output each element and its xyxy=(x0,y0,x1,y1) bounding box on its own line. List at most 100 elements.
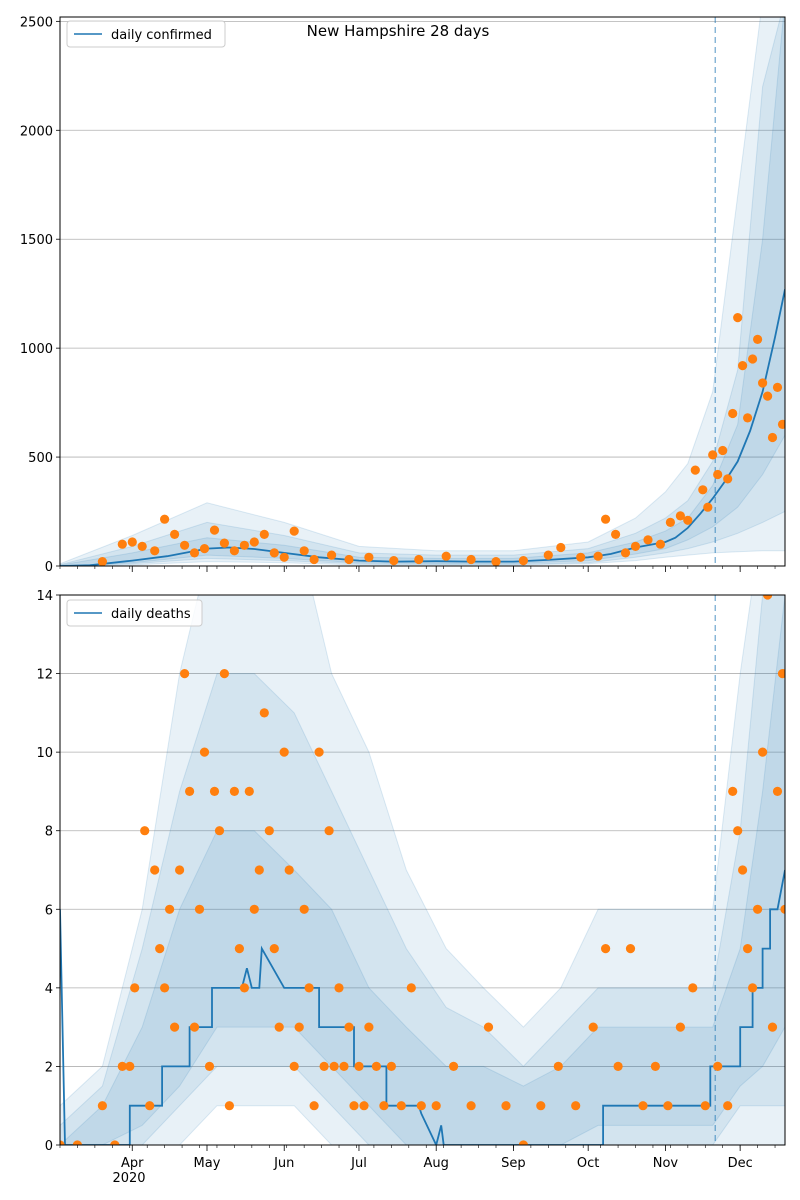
daily-confirmed-axes-frame xyxy=(59,16,786,567)
observed-point xyxy=(441,551,451,561)
observed-point xyxy=(299,546,309,556)
observed-point xyxy=(713,1061,723,1071)
x-tick-label: Sep xyxy=(501,1156,526,1171)
observed-point xyxy=(279,747,289,757)
observed-point xyxy=(620,548,631,558)
observed-point xyxy=(738,361,748,371)
daily-deaths-axes-frame xyxy=(59,594,786,1146)
observed-point xyxy=(259,708,269,718)
observed-point xyxy=(743,944,753,954)
x-tick-label: Jul xyxy=(350,1156,367,1171)
observed-point xyxy=(189,1022,200,1032)
observed-point xyxy=(214,826,225,836)
observed-point xyxy=(185,786,195,797)
observed-point xyxy=(655,539,666,549)
observed-point xyxy=(137,541,147,552)
observed-point xyxy=(483,1022,494,1032)
observed-point xyxy=(289,526,299,536)
legend-label-daily-deaths: daily deaths xyxy=(111,607,191,622)
observed-point xyxy=(264,826,274,836)
observed-point xyxy=(371,1061,381,1071)
observed-point xyxy=(110,1140,120,1145)
observed-point xyxy=(209,525,220,535)
observed-point xyxy=(758,747,768,757)
observed-point xyxy=(354,1061,364,1071)
observed-point xyxy=(501,1101,511,1111)
observed-point xyxy=(767,432,778,443)
y-tick-label: 1500 xyxy=(20,233,53,248)
observed-point xyxy=(556,542,566,553)
daily-confirmed-y-axis: 0 500 1000 1500 2000 2500 xyxy=(20,15,60,575)
observed-point xyxy=(553,1061,563,1071)
daily-deaths-y-axis: 0 2 4 6 8 10 12 14 xyxy=(36,589,60,1154)
observed-point xyxy=(665,517,676,528)
observed-point xyxy=(269,944,279,954)
observed-point xyxy=(249,904,259,914)
y-tick-label: 8 xyxy=(45,825,53,840)
observed-point xyxy=(663,1101,673,1111)
observed-point xyxy=(344,554,354,565)
observed-point xyxy=(536,1101,546,1111)
observed-point xyxy=(155,944,165,954)
observed-point xyxy=(219,669,229,679)
y-tick-label: 10 xyxy=(36,746,53,761)
legend-label-daily-confirmed: daily confirmed xyxy=(111,28,212,43)
y-tick-label: 4 xyxy=(45,982,53,997)
observed-point xyxy=(324,826,334,836)
x-tick-label: Aug xyxy=(424,1156,449,1171)
observed-point xyxy=(643,535,653,545)
observed-point xyxy=(97,1101,107,1111)
observed-point xyxy=(299,904,309,914)
daily-deaths-x-axis: Apr May Jun Jul Aug Sep Oct Nov Dec xyxy=(59,1145,776,1171)
legend-box xyxy=(66,599,203,627)
daily-confirmed-legend: daily confirmed xyxy=(66,20,226,48)
y-tick-label: 2500 xyxy=(20,15,53,30)
observed-point xyxy=(758,378,768,388)
observed-point xyxy=(160,983,170,993)
observed-point xyxy=(180,540,190,550)
daily-deaths-observed-points xyxy=(60,595,785,1145)
observed-point xyxy=(279,552,289,562)
daily-confirmed-x-ticks xyxy=(59,566,776,572)
daily-confirmed-uncertainty-bands xyxy=(60,17,785,566)
observed-point xyxy=(229,786,239,797)
observed-point xyxy=(772,382,783,392)
observed-point xyxy=(359,1101,369,1111)
x-tick-label: Nov xyxy=(653,1156,679,1171)
observed-point xyxy=(72,1140,82,1145)
observed-point xyxy=(466,1101,476,1111)
observed-point xyxy=(199,747,210,757)
observed-point xyxy=(733,826,743,836)
observed-point xyxy=(364,1022,374,1032)
observed-point xyxy=(601,514,611,524)
observed-point xyxy=(543,550,553,560)
observed-point xyxy=(743,413,753,423)
observed-point xyxy=(650,1061,661,1071)
observed-point xyxy=(60,1140,65,1145)
observed-point xyxy=(160,514,170,524)
observed-point xyxy=(386,1061,396,1071)
observed-point xyxy=(165,904,175,914)
observed-point xyxy=(491,557,501,566)
y-tick-label: 6 xyxy=(45,903,53,918)
uncertainty-band-3 xyxy=(60,17,785,566)
x-tick-label: Dec xyxy=(728,1156,753,1171)
x-tick-label: Jun xyxy=(273,1156,294,1171)
observed-point xyxy=(209,786,220,797)
observed-point xyxy=(763,595,773,600)
observed-point xyxy=(97,557,107,566)
observed-point xyxy=(239,540,249,550)
observed-point xyxy=(571,1101,581,1111)
uncertainty-band-1 xyxy=(60,595,785,1145)
observed-point xyxy=(703,502,713,512)
observed-point xyxy=(127,537,137,547)
observed-point xyxy=(194,904,205,914)
daily-deaths-line xyxy=(60,869,785,1145)
y-tick-label: 0 xyxy=(45,560,53,575)
y-tick-label: 2 xyxy=(45,1060,53,1075)
observed-point xyxy=(244,786,254,797)
observed-point xyxy=(630,541,641,552)
observed-point xyxy=(140,826,150,836)
uncertainty-band-3 xyxy=(60,595,785,1145)
observed-point xyxy=(130,983,140,993)
